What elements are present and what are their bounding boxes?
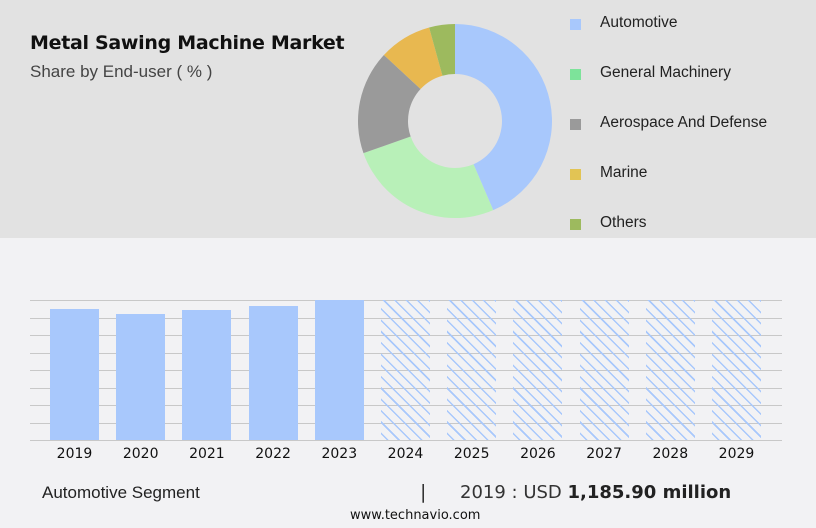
- bar-chart: 2019 2020 2021 2022 2023 2024 2025 2026 2027 2028…: [30, 290, 782, 462]
- legend-item-aerospace-defense: Aerospace And Defense: [570, 114, 810, 134]
- x-axis-label: 2022: [255, 446, 291, 462]
- legend-label: Aerospace And Defense: [600, 114, 768, 131]
- x-axis-label: 2020: [122, 446, 159, 462]
- bar-2029: [712, 300, 761, 440]
- legend-label: Others: [600, 214, 647, 231]
- top-panel: Metal Sawing Machine Market Share by End…: [0, 0, 816, 238]
- donut-slice-marine: [383, 27, 443, 90]
- chart-title: Metal Sawing Machine Market: [30, 32, 345, 54]
- bar-2027: [579, 300, 629, 440]
- segment-label: Automotive Segment: [42, 483, 200, 502]
- segment-value: 2019 : USD 1,185.90 million: [460, 482, 731, 503]
- legend-item-marine: Marine: [570, 164, 810, 184]
- gridline: [30, 440, 782, 441]
- x-axis-label: 2021: [189, 446, 225, 462]
- bar-2023: [314, 300, 364, 440]
- donut-slice-aerospace-and-defense: [358, 54, 421, 154]
- x-axis-label: 2024: [387, 446, 424, 462]
- legend-label: Marine: [600, 164, 648, 181]
- value-prefix: 2019 : USD: [460, 482, 568, 503]
- x-axis-label: 2028: [652, 446, 689, 462]
- bar-2020: [116, 313, 166, 440]
- donut-slice-general-machinery: [363, 136, 494, 218]
- x-axis-label: 2025: [453, 446, 490, 462]
- bar-2025: [447, 300, 497, 440]
- legend-swatch-icon: [570, 119, 581, 130]
- legend-swatch-icon: [570, 19, 581, 30]
- bar-2026: [513, 300, 563, 440]
- x-axis-label: 2019: [56, 446, 93, 462]
- bar-2021: [182, 309, 232, 440]
- legend-swatch-icon: [570, 219, 581, 230]
- legend-label: General Machinery: [600, 64, 731, 81]
- x-axis-label: 2026: [520, 446, 556, 462]
- donut-slice-others: [429, 24, 455, 76]
- bar-2024: [381, 300, 430, 440]
- x-axis-label: 2023: [321, 446, 358, 462]
- legend-label: Automotive: [600, 14, 678, 31]
- legend-item-others: Others: [570, 214, 810, 234]
- bar-2028: [645, 300, 695, 440]
- legend-item-general-machinery: General Machinery: [570, 64, 810, 84]
- bar-2019: [50, 308, 99, 440]
- x-axis-label: 2027: [586, 446, 622, 462]
- legend-item-automotive: Automotive: [570, 14, 810, 34]
- value-amount: 1,185.90 million: [567, 482, 732, 503]
- chart-subtitle: Share by End-user ( % ): [30, 62, 213, 81]
- donut-slice-automotive: [455, 24, 552, 211]
- legend-swatch-icon: [570, 169, 581, 180]
- separator: |: [420, 481, 427, 503]
- source-link[interactable]: www.technavio.com: [350, 508, 481, 523]
- legend-swatch-icon: [570, 69, 581, 80]
- bar-2022: [248, 305, 298, 440]
- x-axis-label: 2029: [718, 446, 755, 462]
- donut-chart: [358, 24, 552, 218]
